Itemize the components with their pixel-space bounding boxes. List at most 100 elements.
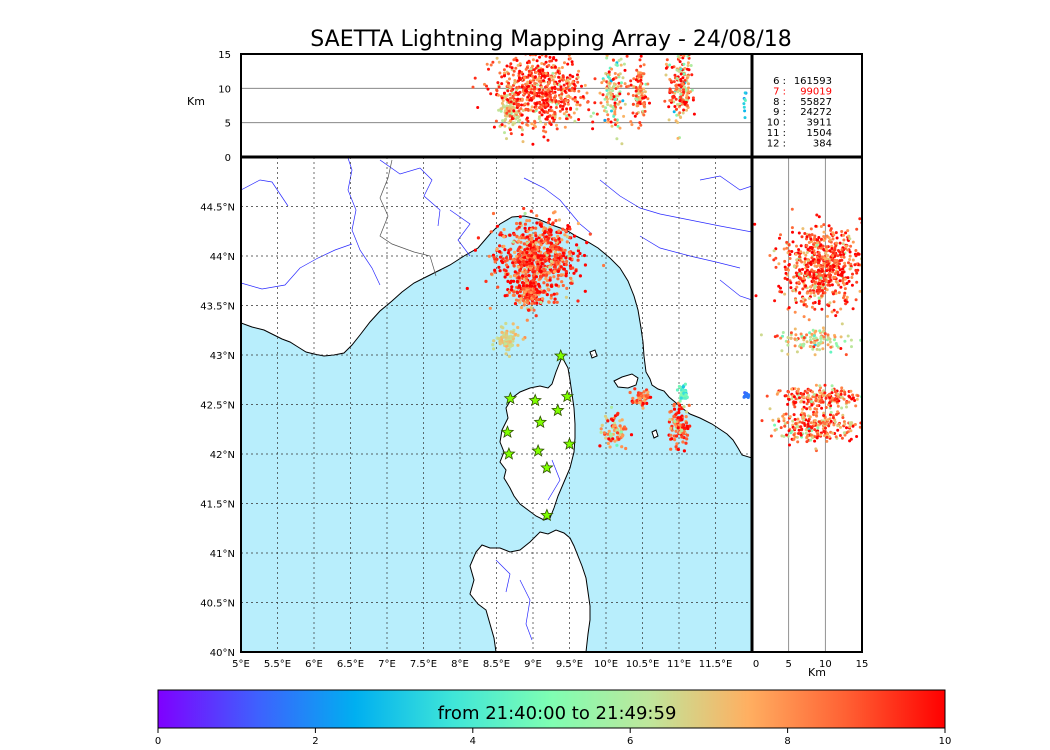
- altitude-source-point: [822, 337, 826, 341]
- altitude-source-point: [539, 120, 542, 124]
- altitude-source-point: [817, 302, 821, 305]
- lightning-source-point: [612, 428, 617, 432]
- altitude-source-point: [668, 99, 672, 102]
- altitude-source-point: [821, 286, 825, 290]
- altitude-source-point: [801, 277, 805, 281]
- altitude-source-point: [849, 423, 853, 427]
- altitude-source-point: [552, 75, 556, 79]
- altitude-source-point: [531, 126, 535, 130]
- lightning-source-point: [576, 299, 580, 303]
- lightning-source-point: [528, 258, 532, 262]
- altitude-source-point: [609, 104, 613, 108]
- altitude-source-point: [565, 114, 569, 118]
- lightning-source-point: [560, 238, 564, 242]
- lightning-source-point: [515, 279, 520, 284]
- lightning-source-point: [682, 405, 686, 409]
- altitude-source-point: [842, 431, 846, 435]
- altitude-source-point: [601, 104, 605, 108]
- lightning-source-point: [507, 354, 511, 358]
- lightning-source-point: [540, 297, 545, 301]
- lightning-source-point: [524, 263, 529, 267]
- altitude-source-point: [773, 423, 777, 427]
- altitude-source-point: [548, 121, 552, 125]
- altitude-source-point: [830, 258, 834, 262]
- altitude-source-point: [518, 62, 522, 66]
- altitude-source-point: [843, 277, 847, 281]
- altitude-source-point: [576, 73, 579, 77]
- altitude-source-point: [800, 427, 804, 431]
- longitude-tick-label: 8.5°E: [483, 659, 510, 670]
- lightning-source-point: [551, 247, 555, 251]
- altitude-source-point: [841, 250, 845, 254]
- altitude-source-point: [605, 86, 608, 90]
- altitude-source-point: [549, 75, 553, 79]
- altitude-source-point: [830, 384, 834, 388]
- altitude-source-point: [622, 62, 626, 66]
- lightning-source-point: [516, 333, 520, 337]
- altitude-source-point: [678, 99, 682, 103]
- altitude-source-point: [809, 285, 812, 289]
- altitude-source-point: [816, 246, 820, 250]
- altitude-source-point: [681, 76, 685, 80]
- latitude-tick-label: 44.5°N: [200, 203, 235, 214]
- lightning-source-point: [565, 235, 569, 239]
- altitude-source-point: [791, 240, 795, 244]
- altitude-source-point: [542, 125, 546, 129]
- altitude-source-point: [813, 307, 817, 311]
- lightning-source-point: [529, 228, 533, 232]
- altitude-source-point: [804, 428, 808, 432]
- altitude-source-point: [799, 332, 803, 336]
- altitude-source-point: [794, 397, 798, 401]
- altitude-source-point: [840, 230, 844, 233]
- altitude-source-point: [835, 397, 839, 401]
- altitude-source-point: [518, 118, 522, 122]
- altitude-source-point: [612, 95, 616, 99]
- altitude-source-point: [840, 274, 844, 277]
- lightning-source-point: [529, 291, 533, 295]
- altitude-source-point: [785, 267, 789, 271]
- lightning-source-point: [519, 305, 524, 310]
- lightning-source-point: [547, 300, 551, 304]
- map-panel: 5°E 5.5°E 6°E 6.5°E 7°E 7.5°E 8°E 8.5°E 9°E 9.5°E…: [200, 156, 753, 670]
- altitude-source-point: [853, 399, 857, 402]
- altitude-source-point: [783, 292, 787, 296]
- lightning-source-point: [685, 437, 689, 441]
- station-star-icon: [533, 415, 548, 429]
- altitude-source-point: [821, 265, 825, 269]
- altitude-source-point: [845, 405, 848, 409]
- altitude-source-point: [640, 91, 644, 95]
- altitude-source-point: [682, 72, 686, 76]
- altitude-source-point: [807, 429, 811, 433]
- altitude-source-point: [803, 260, 807, 264]
- altitude-source-point: [851, 307, 855, 311]
- lightning-source-point: [492, 255, 496, 259]
- altitude-source-point: [805, 402, 809, 406]
- lightning-source-point: [575, 243, 579, 247]
- lightning-source-point: [518, 260, 522, 264]
- altitude-source-point: [830, 244, 834, 248]
- altitude-source-point: [822, 411, 826, 415]
- altitude-source-point: [797, 272, 801, 276]
- altitude-source-point: [518, 90, 522, 94]
- lightning-source-point: [532, 294, 536, 299]
- lightning-source-point: [545, 273, 549, 277]
- altitude-source-point: [854, 254, 858, 258]
- lightning-source-point: [518, 300, 522, 304]
- altitude-source-point: [639, 54, 643, 58]
- lightning-source-point: [673, 422, 677, 426]
- altitude-source-point: [534, 70, 538, 74]
- lightning-source-point: [498, 255, 503, 259]
- altitude-source-point: [507, 121, 511, 125]
- lightning-source-point: [525, 318, 529, 322]
- altitude-source-point: [563, 61, 566, 65]
- altitude-source-point: [801, 227, 805, 231]
- lightning-source-point: [540, 261, 544, 266]
- lightning-source-point: [538, 233, 542, 238]
- lightning-source-point: [676, 426, 680, 430]
- lightning-source-point: [529, 306, 533, 310]
- altitude-source-point: [503, 131, 506, 135]
- lightning-source-point: [649, 395, 653, 399]
- altitude-source-point: [803, 232, 807, 235]
- altitude-source-point: [540, 108, 544, 112]
